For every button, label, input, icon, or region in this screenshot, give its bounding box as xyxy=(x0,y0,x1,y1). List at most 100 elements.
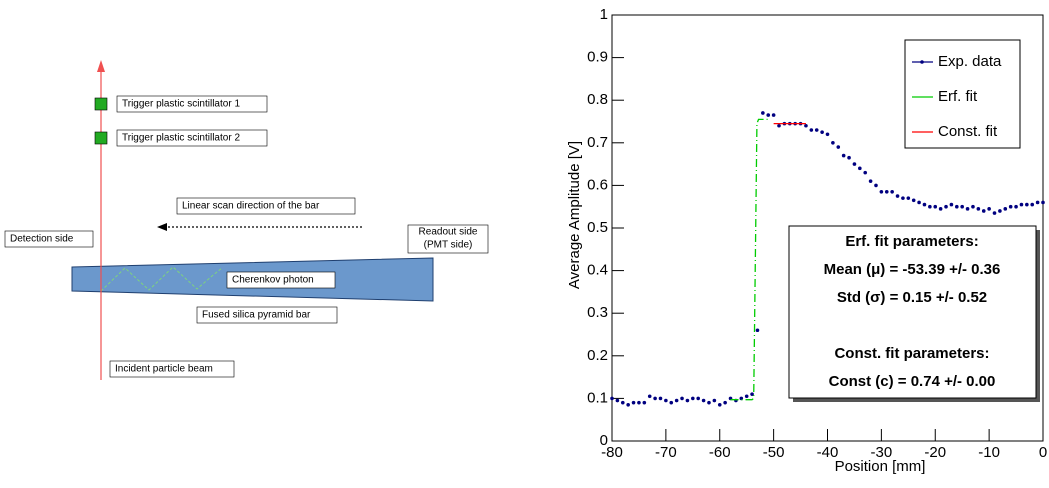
y-tick-label: 0.4 xyxy=(587,262,608,279)
data-point xyxy=(933,204,938,209)
scintillator xyxy=(94,131,108,145)
label-box xyxy=(4,230,94,248)
data-point xyxy=(1003,207,1008,211)
data-point xyxy=(971,204,975,209)
data-point xyxy=(1041,200,1045,205)
data-point xyxy=(717,402,722,407)
label-box xyxy=(226,271,336,289)
data-point xyxy=(841,153,846,158)
data-point xyxy=(1030,202,1035,207)
data-point xyxy=(949,202,954,207)
data-point xyxy=(723,400,727,405)
data-point xyxy=(863,170,868,175)
data-point xyxy=(620,400,625,405)
y-tick-label: 0.7 xyxy=(587,134,608,151)
data-point xyxy=(674,398,679,403)
data-point xyxy=(998,209,1002,213)
data-point xyxy=(895,194,900,198)
data-point xyxy=(1008,204,1013,209)
data-point xyxy=(771,113,776,117)
data-point xyxy=(777,123,781,128)
label-box xyxy=(176,197,356,215)
data-point xyxy=(987,207,991,211)
annotation: Erf. fit parameters: xyxy=(845,233,978,250)
data-point xyxy=(917,200,921,205)
label: Fused silica pyramid bar xyxy=(202,310,311,321)
label-box xyxy=(407,224,489,254)
x-tick-label: -40 xyxy=(817,444,839,461)
y-tick-label: 0.5 xyxy=(587,219,608,236)
annotation-box xyxy=(788,225,1037,399)
data-point xyxy=(642,400,647,405)
label: Linear scan direction of the bar xyxy=(182,201,320,212)
x-tick-label: -80 xyxy=(601,444,623,461)
y-tick-label: 0.1 xyxy=(587,389,608,406)
data-point xyxy=(739,396,744,401)
diagram: Trigger plastic scintillator 1 Trigger p… xyxy=(4,60,489,380)
data-point xyxy=(874,183,878,188)
x-tick-label: -20 xyxy=(924,444,946,461)
y-tick-label: 0.9 xyxy=(587,49,608,66)
fit-line xyxy=(730,118,769,401)
data-point xyxy=(610,396,614,401)
data-point xyxy=(701,398,706,403)
scintillator xyxy=(94,97,108,111)
data-point xyxy=(680,396,684,401)
label: (PMT side) xyxy=(424,240,473,251)
y-tick-label: 0.3 xyxy=(587,304,608,321)
scan-arrowhead xyxy=(157,223,167,231)
label-box xyxy=(109,360,235,378)
data-point xyxy=(884,189,889,194)
data-point xyxy=(831,141,835,145)
data-point xyxy=(626,402,630,407)
x-tick-label: -10 xyxy=(978,444,1000,461)
annotation: Const. fit parameters: xyxy=(834,345,989,362)
data-point xyxy=(890,189,894,194)
data-point xyxy=(637,400,641,405)
data-point xyxy=(901,196,905,200)
chart: -80 -70 -60 -50 -40 -30 -20 -10 0 0 0.1 0.2 0.3 0.4 0.… xyxy=(566,6,1047,475)
data-point xyxy=(712,398,717,403)
data-point xyxy=(631,400,636,405)
y-tick-label: 0.2 xyxy=(587,347,608,364)
data-point xyxy=(906,196,911,200)
y-axis-label: Average Amplitude [V] xyxy=(566,141,583,289)
data-point xyxy=(804,123,808,128)
label: Incident particle beam xyxy=(115,364,213,375)
data-point xyxy=(615,398,620,403)
data-point xyxy=(761,111,765,115)
y-tick-label: 0 xyxy=(600,432,608,449)
label: Detection side xyxy=(10,234,74,245)
data-point xyxy=(879,189,884,194)
data-point xyxy=(852,162,857,166)
x-tick-label: -50 xyxy=(763,444,785,461)
data-point xyxy=(944,204,948,209)
data-point xyxy=(820,130,824,134)
data-point xyxy=(858,166,862,171)
label: Readout side xyxy=(419,227,478,238)
data-point xyxy=(836,145,841,149)
x-axis-label: Position [mm] xyxy=(835,458,926,475)
data-point xyxy=(707,400,711,405)
data-point xyxy=(922,202,927,207)
data-point xyxy=(664,398,668,403)
label: Trigger plastic scintillator 1 xyxy=(122,99,240,110)
legend-marker xyxy=(920,60,924,64)
photon-path xyxy=(100,266,223,292)
data-point xyxy=(928,204,932,209)
y-tick-label: 0.6 xyxy=(587,176,608,193)
data-point xyxy=(766,113,771,117)
data-point xyxy=(981,209,986,213)
data-point xyxy=(1019,202,1024,207)
data-point xyxy=(976,207,981,211)
label-box xyxy=(116,129,268,147)
data-point xyxy=(814,128,819,132)
data-point xyxy=(960,204,964,209)
x-tick-label: -30 xyxy=(871,444,893,461)
legend-box xyxy=(904,39,1021,149)
data-point xyxy=(911,198,916,203)
legend-label: Erf. fit xyxy=(938,88,978,105)
label: Cherenkov photon xyxy=(232,275,314,286)
data-point xyxy=(653,396,657,401)
